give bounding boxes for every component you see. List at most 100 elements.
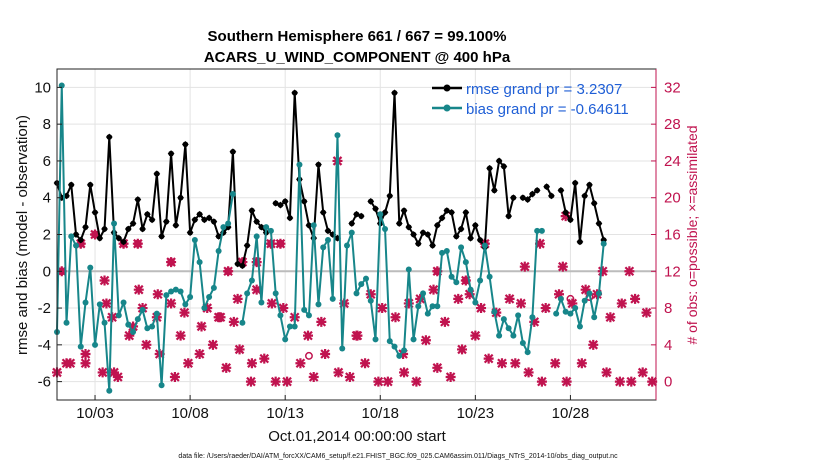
obs-assimilated-stroke xyxy=(97,367,108,378)
obs-assimilated-stroke xyxy=(390,312,401,323)
rmse-point-core xyxy=(306,222,312,229)
obs-assimilated-stroke xyxy=(282,376,293,387)
obs-assimilated-marker xyxy=(529,316,540,327)
obs-assimilated-marker xyxy=(141,339,152,350)
obs-assimilated-marker xyxy=(97,367,108,378)
obs-assimilated-stroke xyxy=(308,372,319,383)
obs-assimilated-stroke xyxy=(245,376,256,387)
bias-point xyxy=(125,321,132,328)
obs-assimilated-marker xyxy=(101,298,112,309)
obs-assimilated-marker xyxy=(80,349,91,360)
obs-assimilated-stroke xyxy=(453,293,464,304)
bias-point xyxy=(225,220,232,227)
x-tick-label: 10/03 xyxy=(76,405,114,422)
bias-point xyxy=(120,299,127,306)
chart-subtitle: ACARS_U_WIND_COMPONENT @ 400 hPa xyxy=(204,49,511,66)
bias-point xyxy=(415,303,422,310)
bias-point xyxy=(420,290,427,297)
obs-assimilated-marker xyxy=(270,376,281,387)
obs-assimilated-stroke xyxy=(567,298,578,309)
rmse-point-core xyxy=(315,161,322,168)
obs-assimilated-marker xyxy=(65,358,76,369)
obs-assimilated-marker xyxy=(601,367,612,378)
obs-assimilated-stroke xyxy=(166,257,177,268)
rmse-point-core xyxy=(425,231,431,238)
rmse-point-core xyxy=(391,90,398,96)
obs-assimilated-stroke xyxy=(504,293,515,304)
obs-assimilated-marker xyxy=(630,293,641,304)
bias-point xyxy=(396,352,403,359)
obs-assimilated-stroke xyxy=(470,330,481,341)
rmse-point-core xyxy=(120,239,127,245)
bias-point xyxy=(562,308,569,315)
obs-assimilated-stroke xyxy=(90,229,101,240)
obs-assimilated-stroke xyxy=(246,358,257,369)
rmse-point-core xyxy=(101,226,108,232)
obs-assimilated-marker xyxy=(166,298,177,309)
rmse-point-core xyxy=(558,187,564,194)
y-axis-label: rmse and bias (model - observation) xyxy=(14,115,31,355)
obs-assimilated-marker xyxy=(536,376,547,387)
obs-assimilated-stroke xyxy=(399,367,410,378)
rmse-point-core xyxy=(239,262,246,269)
bias-point xyxy=(92,341,99,348)
obs-assimilated-marker xyxy=(215,312,226,323)
obs-assimilated-marker xyxy=(352,330,363,341)
obs-assimilated-stroke xyxy=(523,367,534,378)
obs-assimilated-stroke xyxy=(554,289,565,300)
series-layer xyxy=(53,82,608,394)
obs-assimilated-stroke xyxy=(535,238,546,249)
obs-assimilated-marker xyxy=(320,349,331,360)
rmse-point-core xyxy=(144,211,151,218)
rmse-point-core xyxy=(396,220,403,227)
y-tick-label: 8 xyxy=(43,116,51,133)
obs-assimilated-marker xyxy=(399,367,410,378)
rmse-point-core xyxy=(135,196,141,203)
obs-assimilated-marker xyxy=(308,372,319,383)
rmse-point-core xyxy=(215,233,222,240)
obs-assimilated-stroke xyxy=(316,316,327,327)
obs-assimilated-marker xyxy=(377,303,388,314)
obs-assimilated-marker xyxy=(251,257,262,268)
obs-assimilated-marker xyxy=(169,372,180,383)
obs-assimilated-stroke xyxy=(223,266,234,277)
rmse-point-core xyxy=(287,215,293,221)
obs-assimilated-marker xyxy=(576,358,587,369)
rmse-point-core xyxy=(543,183,550,190)
obs-possible-marker xyxy=(566,294,575,303)
bias-point xyxy=(106,387,113,394)
rmse-point-core xyxy=(106,134,113,140)
obs-assimilated-marker xyxy=(360,358,371,369)
obs-assimilated-marker xyxy=(303,330,314,341)
obs-assimilated-marker xyxy=(535,238,546,249)
obs-assimilated-stroke xyxy=(561,376,572,387)
bias-point xyxy=(572,305,579,312)
rmse-point-core xyxy=(77,237,84,243)
bias-point xyxy=(111,220,118,227)
bias-point xyxy=(391,343,398,350)
bias-point xyxy=(172,286,179,293)
obs-assimilated-stroke xyxy=(580,284,591,295)
obs-assimilated-stroke xyxy=(597,266,608,277)
obs-assimilated-marker xyxy=(112,372,123,383)
rmse-point-core xyxy=(534,187,540,194)
y-tick-label: 0 xyxy=(43,263,51,280)
bias-point xyxy=(348,229,355,236)
obs-assimilated-stroke xyxy=(234,344,245,355)
obs-assimilated-stroke xyxy=(215,312,226,323)
obs-assimilated-stroke xyxy=(420,335,431,346)
obs-assimilated-stroke xyxy=(540,303,551,314)
bias-point xyxy=(305,312,312,319)
obs-assimilated-marker xyxy=(390,312,401,323)
rmse-point-core xyxy=(420,229,426,236)
rmse-point-core xyxy=(581,193,588,199)
bias-point xyxy=(149,323,156,330)
bias-point xyxy=(206,294,213,301)
obs-assimilated-marker xyxy=(128,321,139,332)
x-tick-label: 10/23 xyxy=(457,405,495,422)
rmse-point-core xyxy=(130,220,136,227)
rmse-point-core xyxy=(410,231,417,238)
obs-possible-marker xyxy=(167,258,176,267)
obs-assimilated-stroke xyxy=(80,358,91,369)
